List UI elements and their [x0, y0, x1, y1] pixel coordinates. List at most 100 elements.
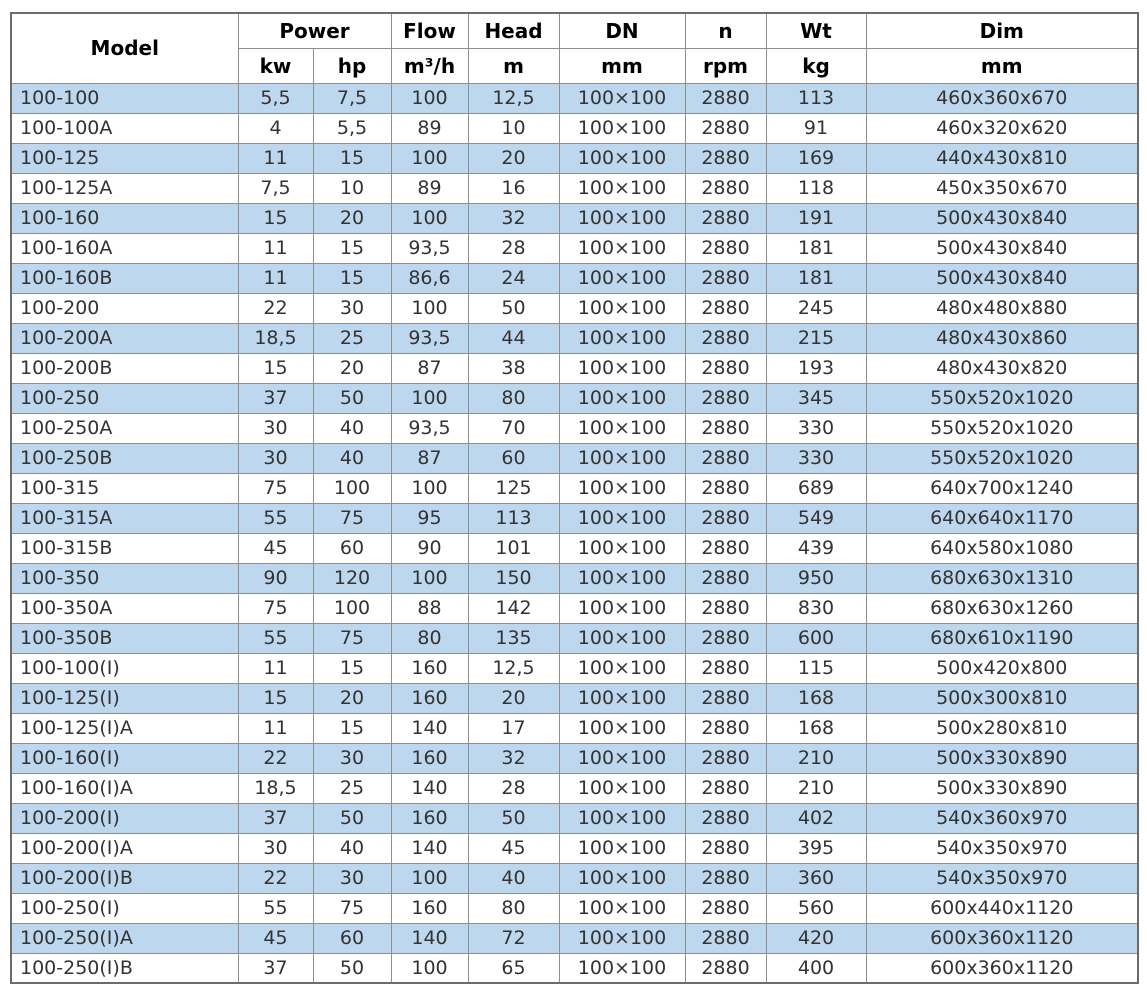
model-cell: 100-250(I)A [10, 922, 239, 954]
table-row: 100-160B 11 15 86,6 24 100×100 2880 181 500x430x… [10, 262, 1139, 294]
value-cell: 2880 [684, 532, 767, 564]
table-body: 100-100 5,5 7,5 100 12,5 100×100 2880 113 460x36… [10, 82, 1139, 984]
value-cell: 100 [390, 472, 469, 504]
header-wt: Wt [765, 12, 867, 49]
value-cell: 330 [765, 442, 867, 474]
value-cell: 830 [765, 592, 867, 624]
value-cell: 142 [467, 592, 560, 624]
value-cell: 2880 [684, 622, 767, 654]
table-row: 100-200(I)A 30 40 140 45 100×100 2880 395 540x35… [10, 832, 1139, 864]
header-n-unit: rpm [684, 47, 767, 84]
value-cell: 60 [312, 532, 392, 564]
value-cell: 22 [237, 742, 314, 774]
model-cell: 100-160B [10, 262, 239, 294]
value-cell: 440x430x810 [865, 142, 1139, 174]
value-cell: 75 [312, 502, 392, 534]
value-cell: 91 [765, 112, 867, 144]
header-head: Head [467, 12, 560, 49]
model-cell: 100-200B [10, 352, 239, 384]
model-cell: 100-100A [10, 112, 239, 144]
value-cell: 2880 [684, 742, 767, 774]
value-cell: 25 [312, 772, 392, 804]
value-cell: 15 [237, 202, 314, 234]
value-cell: 100×100 [558, 442, 686, 474]
value-cell: 100 [390, 952, 469, 984]
value-cell: 210 [765, 772, 867, 804]
value-cell: 15 [312, 142, 392, 174]
value-cell: 10 [467, 112, 560, 144]
model-cell: 100-200(I)A [10, 832, 239, 864]
value-cell: 160 [390, 742, 469, 774]
value-cell: 100×100 [558, 772, 686, 804]
value-cell: 2880 [684, 262, 767, 294]
value-cell: 55 [237, 502, 314, 534]
value-cell: 20 [312, 352, 392, 384]
value-cell: 100 [390, 382, 469, 414]
value-cell: 25 [312, 322, 392, 354]
value-cell: 11 [237, 652, 314, 684]
value-cell: 24 [467, 262, 560, 294]
table-row: 100-250(I) 55 75 160 80 100×100 2880 560 600x440… [10, 892, 1139, 924]
value-cell: 100 [390, 292, 469, 324]
value-cell: 37 [237, 382, 314, 414]
value-cell: 191 [765, 202, 867, 234]
value-cell: 2880 [684, 862, 767, 894]
model-cell: 100-350 [10, 562, 239, 594]
value-cell: 160 [390, 802, 469, 834]
value-cell: 100×100 [558, 922, 686, 954]
value-cell: 360 [765, 862, 867, 894]
value-cell: 500x330x890 [865, 742, 1139, 774]
value-cell: 160 [390, 682, 469, 714]
table-row: 100-200A 18,5 25 93,5 44 100×100 2880 215 480x43… [10, 322, 1139, 354]
value-cell: 55 [237, 622, 314, 654]
value-cell: 28 [467, 772, 560, 804]
value-cell: 50 [312, 802, 392, 834]
value-cell: 28 [467, 232, 560, 264]
value-cell: 80 [390, 622, 469, 654]
value-cell: 680x610x1190 [865, 622, 1139, 654]
value-cell: 680x630x1260 [865, 592, 1139, 624]
value-cell: 2880 [684, 112, 767, 144]
value-cell: 120 [312, 562, 392, 594]
value-cell: 140 [390, 712, 469, 744]
model-cell: 100-125 [10, 142, 239, 174]
table-row: 100-160(I) 22 30 160 32 100×100 2880 210 500x330… [10, 742, 1139, 774]
value-cell: 100×100 [558, 862, 686, 894]
table-row: 100-350A 75 100 88 142 100×100 2880 830 680x630x… [10, 592, 1139, 624]
value-cell: 95 [390, 502, 469, 534]
value-cell: 37 [237, 802, 314, 834]
pump-spec-table-container: Model Power Flow Head DN n Wt Dim kw hp … [10, 12, 1139, 984]
value-cell: 17 [467, 712, 560, 744]
value-cell: 22 [237, 862, 314, 894]
value-cell: 20 [312, 682, 392, 714]
table-row: 100-315B 45 60 90 101 100×100 2880 439 640x580x1… [10, 532, 1139, 564]
value-cell: 215 [765, 322, 867, 354]
value-cell: 5,5 [237, 82, 314, 114]
value-cell: 2880 [684, 472, 767, 504]
value-cell: 420 [765, 922, 867, 954]
model-cell: 100-350B [10, 622, 239, 654]
model-cell: 100-100(I) [10, 652, 239, 684]
value-cell: 2880 [684, 802, 767, 834]
model-cell: 100-160 [10, 202, 239, 234]
model-cell: 100-200(I)B [10, 862, 239, 894]
table-row: 100-250A 30 40 93,5 70 100×100 2880 330 550x520x… [10, 412, 1139, 444]
value-cell: 395 [765, 832, 867, 864]
value-cell: 168 [765, 682, 867, 714]
value-cell: 168 [765, 712, 867, 744]
value-cell: 500x280x810 [865, 712, 1139, 744]
table-row: 100-125 11 15 100 20 100×100 2880 169 440x430x81… [10, 142, 1139, 174]
value-cell: 100×100 [558, 262, 686, 294]
value-cell: 45 [467, 832, 560, 864]
value-cell: 90 [237, 562, 314, 594]
table-row: 100-250 37 50 100 80 100×100 2880 345 550x520x10… [10, 382, 1139, 414]
value-cell: 72 [467, 922, 560, 954]
value-cell: 460x320x620 [865, 112, 1139, 144]
header-wt-unit: kg [765, 47, 867, 84]
value-cell: 2880 [684, 292, 767, 324]
value-cell: 100×100 [558, 502, 686, 534]
table-row: 100-100A 4 5,5 89 10 100×100 2880 91 460x320x620 [10, 112, 1139, 144]
value-cell: 100 [390, 142, 469, 174]
value-cell: 640x580x1080 [865, 532, 1139, 564]
value-cell: 600x360x1120 [865, 952, 1139, 984]
